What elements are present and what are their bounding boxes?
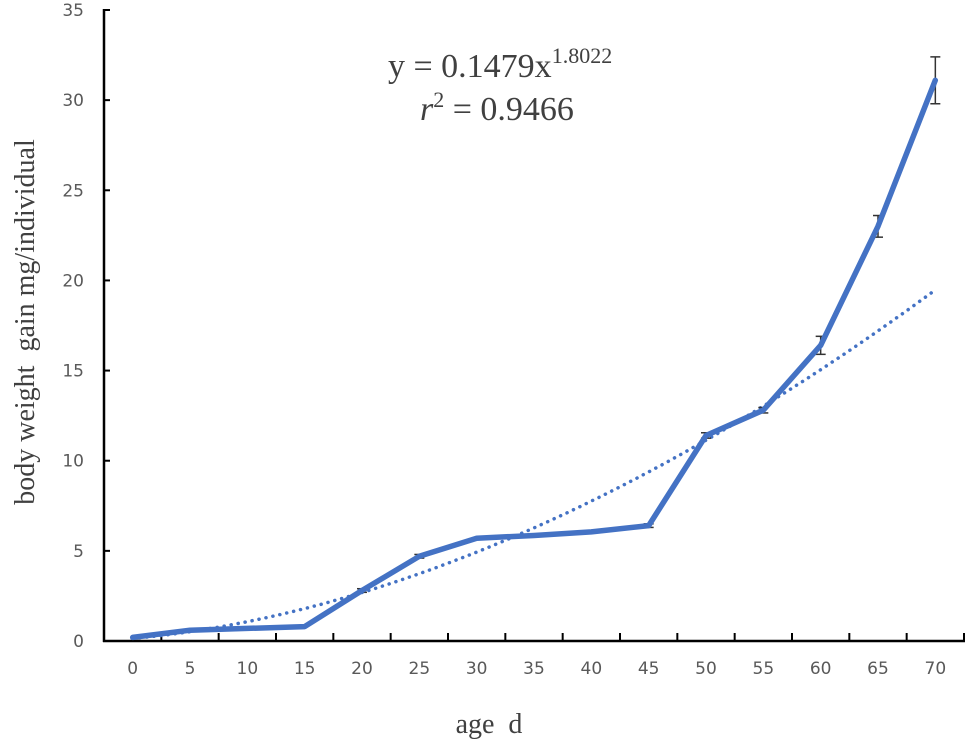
x-tick-label: 70 — [925, 659, 947, 679]
x-tick-label: 15 — [294, 659, 316, 679]
y-tick-label: 10 — [62, 452, 84, 472]
x-tick-label: 25 — [409, 659, 431, 679]
x-tick-label: 55 — [753, 659, 775, 679]
x-tick-label: 40 — [581, 659, 603, 679]
x-tick-label: 0 — [127, 659, 138, 679]
x-tick-label: 45 — [638, 659, 660, 679]
x-tick-label: 60 — [810, 659, 832, 679]
y-axis-ticks: 0 5 10 15 20 25 30 35 — [62, 1, 110, 652]
x-axis-ticks: 0 5 10 15 20 25 30 35 40 45 50 55 60 65 70 — [103, 633, 965, 679]
error-bars — [357, 56, 941, 594]
y-tick-label: 5 — [73, 542, 84, 562]
r-squared-annotation: r2 = 0.9466 — [420, 87, 574, 128]
x-tick-label: 35 — [523, 659, 545, 679]
y-tick-label: 0 — [73, 632, 84, 652]
x-axis-title: age d — [456, 709, 523, 740]
y-tick-label: 15 — [62, 362, 84, 382]
data-series-line — [129, 77, 939, 641]
y-tick-label: 20 — [62, 271, 84, 291]
power-trendline — [130, 288, 938, 641]
x-tick-label: 30 — [466, 659, 488, 679]
x-tick-label: 5 — [185, 659, 196, 679]
y-tick-label: 30 — [62, 91, 84, 111]
x-tick-label: 20 — [351, 659, 373, 679]
x-tick-label: 65 — [867, 659, 889, 679]
x-tick-label: 50 — [695, 659, 717, 679]
y-tick-label: 35 — [62, 1, 84, 21]
x-tick-label: 10 — [237, 659, 259, 679]
y-tick-label: 25 — [62, 181, 84, 201]
trendline-equation: y = 0.1479x1.8022 — [388, 43, 612, 85]
y-axis-title: body weight gain mg/individual — [10, 139, 41, 505]
